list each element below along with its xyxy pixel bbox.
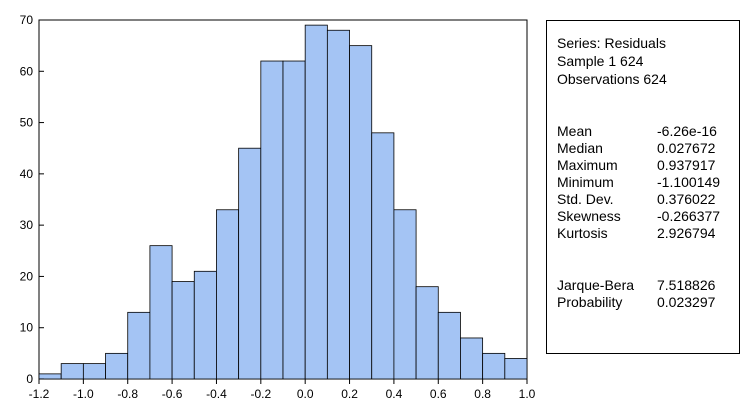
stat-value: -0.266377 (657, 208, 721, 224)
histogram-bar (326, 29, 350, 380)
histogram-bar (260, 60, 284, 380)
x-tick-label: -0.8 (117, 387, 138, 401)
histogram-bar (415, 286, 439, 380)
y-tick-label: 60 (20, 64, 34, 78)
sample-range: Sample 1 624 (557, 53, 644, 69)
y-tick-label: 0 (26, 372, 33, 386)
y-tick-label: 30 (20, 218, 34, 232)
histogram-bar (193, 270, 217, 380)
descriptive-stats-panel: Series: Residuals Sample 1 624 Observati… (546, 20, 740, 354)
x-tick-label: 0.8 (474, 387, 491, 401)
stat-value: 0.023297 (657, 294, 716, 310)
y-axis: 0 10 20 30 40 50 60 70 (20, 13, 44, 386)
observations-count: Observations 624 (557, 71, 667, 87)
histogram-bar (216, 209, 240, 380)
stat-value: -1.100149 (657, 174, 721, 190)
x-tick-label: 0.2 (341, 387, 358, 401)
x-tick-label: 0.0 (297, 387, 314, 401)
y-tick-label: 40 (20, 167, 34, 181)
histogram-bar (82, 363, 106, 380)
stat-label: Maximum (557, 157, 618, 173)
y-tick-label: 10 (20, 321, 34, 335)
x-tick-label: 0.4 (386, 387, 403, 401)
histogram-bar (437, 311, 461, 380)
stat-label: Std. Dev. (557, 191, 614, 207)
stat-label: Mean (557, 123, 593, 139)
x-tick-label: 1.0 (519, 387, 536, 401)
y-tick-label: 70 (20, 13, 34, 27)
histogram-bar (504, 358, 528, 380)
x-tick-label: -0.2 (250, 387, 271, 401)
histogram-bar (460, 337, 484, 380)
stat-label: Minimum (557, 174, 614, 190)
histogram-bar (149, 245, 173, 380)
y-tick-label: 20 (20, 269, 34, 283)
stat-value: 2.926794 (657, 225, 716, 241)
x-axis: -1.2 -1.0 -0.8 -0.6 -0.4 -0.2 0.0 0.2 0.4 0.6 0.8 1… (29, 379, 536, 401)
x-tick-label: 0.6 (430, 387, 447, 401)
histogram-bar (127, 311, 151, 380)
stat-value: 0.027672 (657, 140, 716, 156)
histogram-bar (393, 209, 417, 380)
y-tick-label: 50 (20, 116, 34, 130)
histogram-bar (371, 132, 395, 380)
stat-label: Probability (557, 294, 623, 310)
series-name: Series: Residuals (557, 35, 666, 51)
stat-value: 0.937917 (657, 157, 716, 173)
histogram-bar (60, 363, 84, 380)
histogram-bar (304, 24, 328, 380)
histogram-chart: 0 10 20 30 40 50 60 70 -1.2 -1.0 -0.8 -0.6 -0.4 -0.2… (20, 13, 536, 401)
stat-value: 0.376022 (657, 191, 716, 207)
stat-label: Median (557, 140, 603, 156)
x-tick-label: -0.6 (162, 387, 183, 401)
histogram-bars (38, 24, 528, 380)
x-tick-label: -1.2 (29, 387, 50, 401)
histogram-bar (38, 373, 62, 380)
x-tick-label: -1.0 (73, 387, 94, 401)
histogram-bar (105, 352, 129, 380)
histogram-bar (171, 281, 195, 380)
histogram-bar (349, 45, 373, 380)
stat-value: -6.26e-16 (657, 123, 717, 139)
x-tick-label: -0.4 (206, 387, 227, 401)
stat-value: 7.518826 (657, 277, 716, 293)
histogram-bar (238, 147, 262, 380)
histogram-bar (282, 60, 306, 380)
stat-label: Jarque-Bera (557, 277, 635, 293)
stat-label: Skewness (557, 208, 621, 224)
histogram-bar (482, 352, 506, 380)
stat-label: Kurtosis (557, 225, 608, 241)
